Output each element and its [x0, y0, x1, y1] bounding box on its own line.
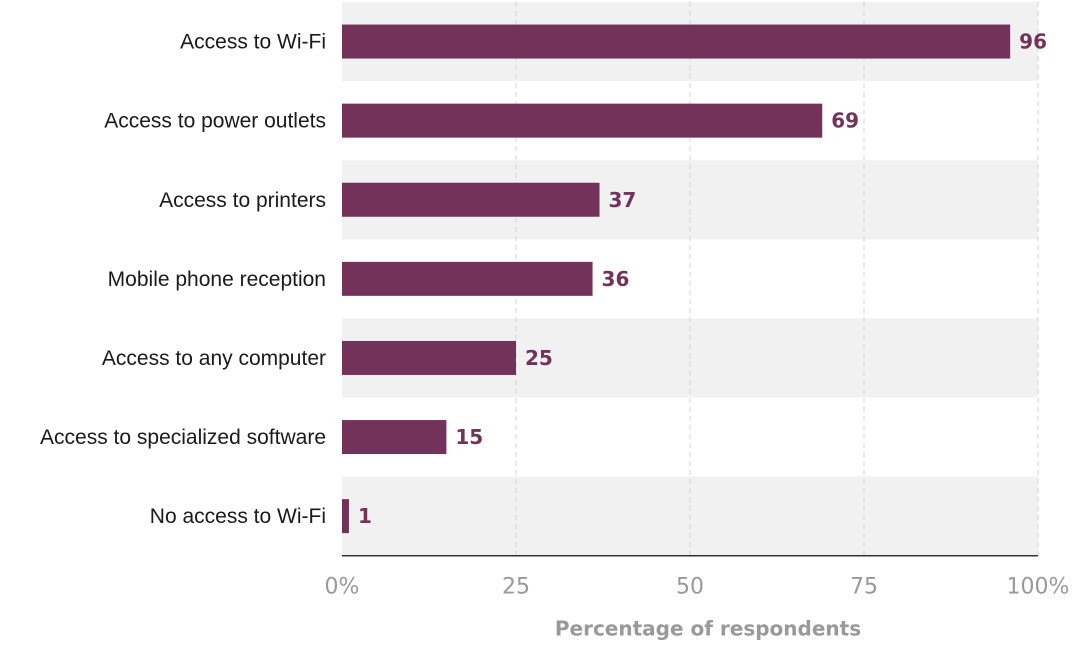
category-label: No access to Wi-Fi	[150, 505, 326, 528]
category-label: Access to any computer	[102, 347, 326, 370]
bars	[342, 24, 1011, 534]
category-labels: Access to Wi-Fi Access to power outlets Ac…	[40, 31, 326, 529]
category-label: Access to printers	[159, 189, 326, 212]
category-label: Access to specialized software	[40, 426, 326, 449]
value-label: 15	[455, 425, 483, 449]
value-label: 37	[609, 188, 637, 212]
category-label: Mobile phone reception	[108, 268, 326, 291]
value-labels: 96 69 37 36 25 15 1	[358, 30, 1047, 529]
value-label: 1	[358, 504, 372, 528]
gridlines	[515, 2, 1039, 556]
value-label: 96	[1019, 30, 1047, 54]
x-tick-label: 25	[502, 575, 530, 600]
x-tick-label: 75	[850, 575, 878, 600]
bar	[342, 103, 823, 138]
bar	[342, 182, 600, 217]
x-tick-label: 50	[676, 575, 704, 600]
value-label: 36	[602, 267, 630, 291]
bar	[342, 261, 593, 296]
category-label: Access to Wi-Fi	[180, 31, 326, 54]
bar	[342, 420, 447, 455]
value-label: 25	[525, 346, 553, 370]
bar	[342, 340, 516, 375]
bar	[342, 24, 1011, 59]
x-tick-label: 100%	[1007, 575, 1070, 600]
x-tick-labels: 0% 25 50 75 100%	[325, 575, 1070, 600]
x-tick-label: 0%	[325, 575, 360, 600]
category-label: Access to power outlets	[104, 110, 326, 133]
value-label: 69	[831, 109, 859, 133]
bar	[342, 499, 349, 534]
x-axis-title: Percentage of respondents	[555, 617, 861, 641]
